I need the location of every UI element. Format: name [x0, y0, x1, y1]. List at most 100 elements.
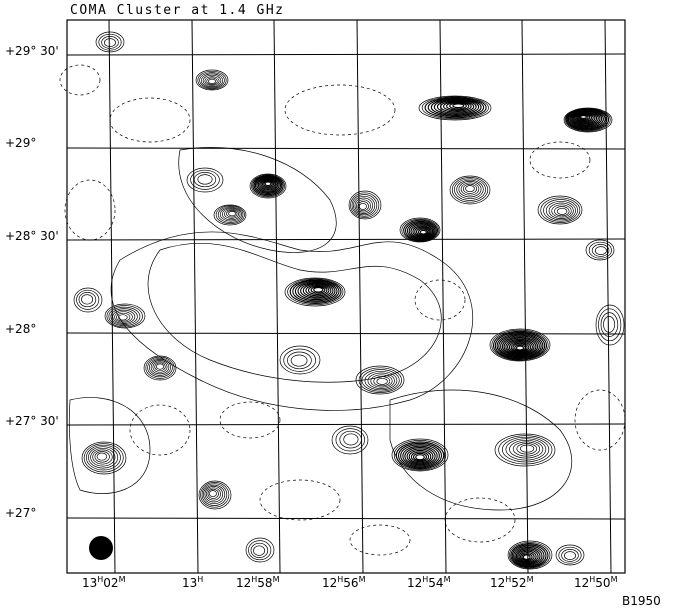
map-title: COMA Cluster at 1.4 GHz — [70, 3, 285, 18]
source-contour — [245, 537, 275, 563]
source-contour — [507, 540, 553, 570]
source-contour — [443, 101, 472, 112]
ra-grid-line — [191, 19, 199, 574]
source-contour — [465, 185, 475, 193]
source-contour — [424, 96, 487, 119]
source-contour — [511, 544, 547, 567]
source-contour — [561, 549, 579, 562]
ra-label-12h52m: 12H52M — [490, 575, 534, 590]
source-contour — [206, 77, 218, 85]
source-contour — [150, 360, 170, 375]
source-contour — [364, 370, 398, 391]
source-contour — [460, 182, 480, 196]
source-contour — [199, 72, 225, 89]
source-contour — [555, 544, 585, 566]
source-contour — [513, 545, 545, 567]
dec-grid-line — [66, 423, 626, 426]
source-contour — [307, 285, 328, 296]
source-contour — [208, 490, 217, 498]
source-contour — [515, 345, 525, 351]
source-contour — [85, 444, 121, 471]
source-contour — [433, 99, 480, 115]
source-contour — [503, 337, 537, 356]
source-contour — [154, 362, 166, 372]
negative-contour — [64, 179, 116, 241]
diffuse-contour — [147, 242, 442, 383]
source-contour — [354, 197, 374, 214]
source-contour — [494, 331, 546, 360]
dec-label-28-30: +28° 30' — [5, 229, 59, 243]
source-contour — [522, 554, 531, 560]
source-contour — [393, 440, 447, 471]
source-contour — [358, 202, 367, 210]
source-contour — [96, 452, 108, 461]
source-contour — [594, 246, 607, 255]
source-contour — [408, 449, 432, 464]
source-contour — [391, 438, 449, 472]
source-contour — [198, 480, 232, 510]
source-contour — [90, 447, 116, 467]
source-contour — [251, 174, 285, 198]
source-contour — [427, 97, 485, 118]
source-contour — [263, 180, 273, 188]
source-contour — [492, 330, 548, 361]
source-contour — [197, 70, 227, 90]
source-contour — [287, 351, 312, 370]
source-contour — [509, 541, 551, 569]
dec-grid-line — [66, 147, 626, 150]
source-contour — [197, 174, 213, 185]
source-contour — [156, 363, 164, 370]
source-contour — [118, 314, 128, 321]
negative-contour — [219, 401, 281, 439]
source-contour — [510, 342, 530, 353]
source-contour — [600, 312, 619, 337]
diffuse-contour — [110, 231, 473, 411]
source-contour — [588, 241, 612, 259]
source-contour — [81, 441, 127, 475]
source-contour — [195, 69, 229, 91]
ra-grid-line — [521, 19, 529, 574]
dec-grid-line — [66, 53, 626, 56]
source-contour — [104, 303, 146, 329]
source-contour — [452, 103, 465, 109]
source-contour — [412, 452, 428, 462]
source-contour — [462, 183, 478, 194]
ra-grid-line — [604, 19, 612, 574]
source-contour — [540, 197, 581, 223]
map-frame — [66, 19, 626, 574]
dec-grid-line — [66, 332, 626, 335]
source-contour — [521, 553, 533, 561]
source-contour — [357, 201, 369, 212]
contour-lines — [59, 31, 626, 570]
source-contour — [510, 543, 549, 568]
ra-grid-line — [273, 19, 281, 574]
source-contour — [101, 36, 119, 49]
ra-label-12h58m: 12H58M — [236, 575, 280, 590]
source-contour — [331, 425, 369, 455]
source-contour — [310, 286, 326, 294]
source-contour — [221, 208, 241, 221]
source-contour — [421, 96, 489, 120]
source-contour — [367, 372, 395, 389]
source-contour — [501, 436, 550, 463]
source-contour — [264, 181, 272, 187]
source-contour — [152, 361, 168, 373]
source-contour — [543, 199, 579, 222]
source-contour — [554, 206, 570, 217]
ra-grid-line — [356, 19, 364, 574]
source-contour — [279, 345, 321, 375]
source-contour — [252, 174, 284, 197]
dec-label-29: +29° — [5, 136, 37, 150]
source-contour — [287, 278, 344, 306]
source-contour — [73, 287, 103, 313]
source-contour — [402, 445, 438, 467]
source-contour — [81, 294, 94, 305]
source-contour — [507, 339, 533, 355]
source-contour — [591, 244, 610, 257]
ra-grid-line — [108, 19, 116, 574]
diffuse-contour — [178, 147, 337, 253]
source-contour — [401, 218, 440, 242]
source-contour — [294, 280, 338, 302]
diffuse-contour — [389, 389, 572, 511]
source-contour — [253, 545, 266, 556]
